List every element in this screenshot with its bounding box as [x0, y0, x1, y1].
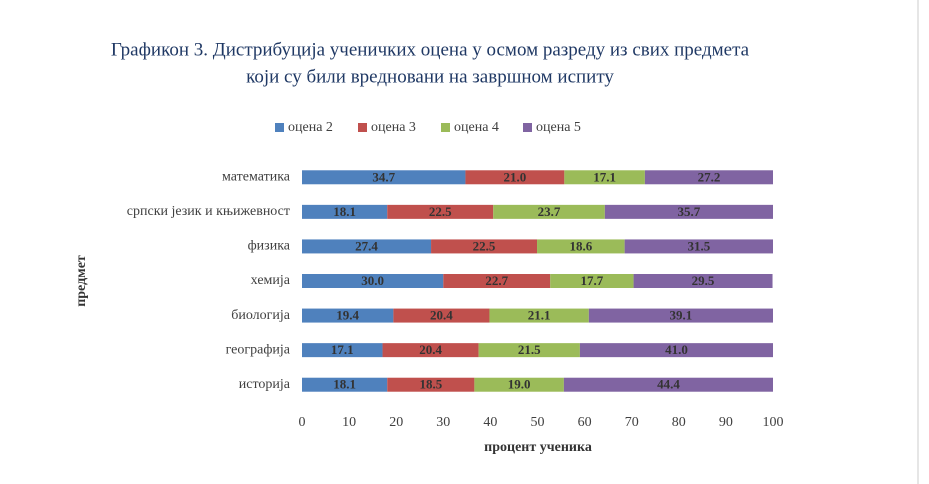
y-tick-label: математика	[222, 170, 291, 185]
data-label: 30.0	[361, 273, 384, 288]
bar-segment	[443, 274, 551, 288]
data-label: 20.4	[430, 308, 453, 323]
data-label: 23.7	[538, 204, 561, 219]
data-label: 22.5	[473, 238, 496, 253]
x-tick-label: 50	[531, 415, 545, 430]
x-tick-label: 90	[719, 415, 733, 430]
bar-segment	[302, 308, 394, 323]
data-label: 21.5	[518, 342, 541, 357]
data-label: 20.4	[419, 342, 442, 357]
bar-segment	[302, 377, 388, 392]
legend-label: оцена 5	[536, 120, 581, 135]
data-label: 19.4	[336, 308, 359, 323]
y-tick-label: српски језик и књижевност	[127, 204, 290, 219]
x-tick-label: 100	[763, 415, 784, 430]
bar-segment	[579, 343, 773, 358]
bar-segment	[550, 274, 634, 288]
data-label: 18.5	[419, 377, 442, 392]
data-label: 29.5	[692, 273, 715, 288]
legend-label: оцена 3	[371, 120, 416, 135]
bar-segment	[563, 377, 773, 392]
bar-segment	[474, 377, 564, 392]
data-label: 18.1	[333, 377, 356, 392]
x-axis-label: процент ученика	[484, 440, 592, 455]
data-label: 21.1	[528, 308, 551, 323]
x-tick-label: 30	[436, 415, 450, 430]
chart-title: Графикон 3. Дистрибуција ученичких оцена…	[111, 39, 750, 60]
bar-segment	[302, 204, 388, 219]
bar-segment	[302, 170, 466, 185]
data-label: 27.4	[355, 238, 378, 253]
y-tick-label: физика	[248, 239, 291, 254]
x-tick-label: 10	[342, 415, 356, 430]
x-tick-label: 70	[625, 415, 639, 430]
x-tick-label: 0	[299, 415, 306, 430]
data-label: 27.2	[698, 169, 721, 184]
bar-segment	[387, 377, 475, 392]
bar-segment	[302, 274, 444, 288]
bar-segment	[537, 239, 625, 254]
data-label: 35.7	[678, 204, 701, 219]
bar-segment	[489, 308, 589, 323]
data-label: 31.5	[687, 238, 710, 253]
data-label: 18.1	[333, 204, 356, 219]
x-tick-label: 40	[483, 415, 497, 430]
bar-segment	[382, 343, 479, 358]
bar-segment	[633, 274, 773, 288]
legend-swatch	[275, 123, 284, 132]
data-label: 39.1	[670, 308, 693, 323]
legend-label: оцена 4	[454, 120, 499, 135]
data-label: 17.7	[581, 273, 604, 288]
bar-segment	[393, 308, 490, 323]
bar-segment	[387, 204, 494, 219]
legend-swatch	[523, 123, 532, 132]
bar-segment	[478, 343, 580, 358]
y-axis-label: предмет	[74, 255, 89, 307]
bar-segment	[431, 239, 538, 254]
legend-label: оцена 2	[288, 120, 333, 135]
data-label: 17.1	[331, 342, 354, 357]
data-label: 17.1	[593, 169, 616, 184]
x-tick-label: 20	[389, 415, 403, 430]
bar-segment	[564, 170, 645, 185]
bar-segment	[493, 204, 605, 219]
bar-segment	[644, 170, 773, 185]
bar-segment	[302, 343, 383, 358]
legend-swatch	[441, 123, 450, 132]
chart-title: који су били вредновани на завршном испи…	[246, 66, 614, 87]
y-tick-label: биологија	[231, 308, 291, 323]
data-label: 19.0	[508, 377, 531, 392]
data-label: 18.6	[569, 238, 592, 253]
bar-segment	[604, 204, 773, 219]
legend-swatch	[358, 123, 367, 132]
y-tick-label: географија	[226, 342, 291, 357]
y-tick-label: хемија	[251, 273, 291, 288]
data-label: 22.7	[485, 273, 508, 288]
y-tick-label: историја	[239, 377, 291, 392]
data-label: 44.4	[657, 377, 680, 392]
bar-segment	[302, 239, 432, 254]
bar-segment	[465, 170, 565, 185]
data-label: 41.0	[665, 342, 688, 357]
bar-segment	[588, 308, 773, 323]
bar-segment	[624, 239, 773, 254]
data-label: 22.5	[429, 204, 452, 219]
x-tick-label: 60	[578, 415, 592, 430]
x-tick-label: 80	[672, 415, 686, 430]
data-label: 34.7	[372, 169, 395, 184]
data-label: 21.0	[504, 169, 527, 184]
